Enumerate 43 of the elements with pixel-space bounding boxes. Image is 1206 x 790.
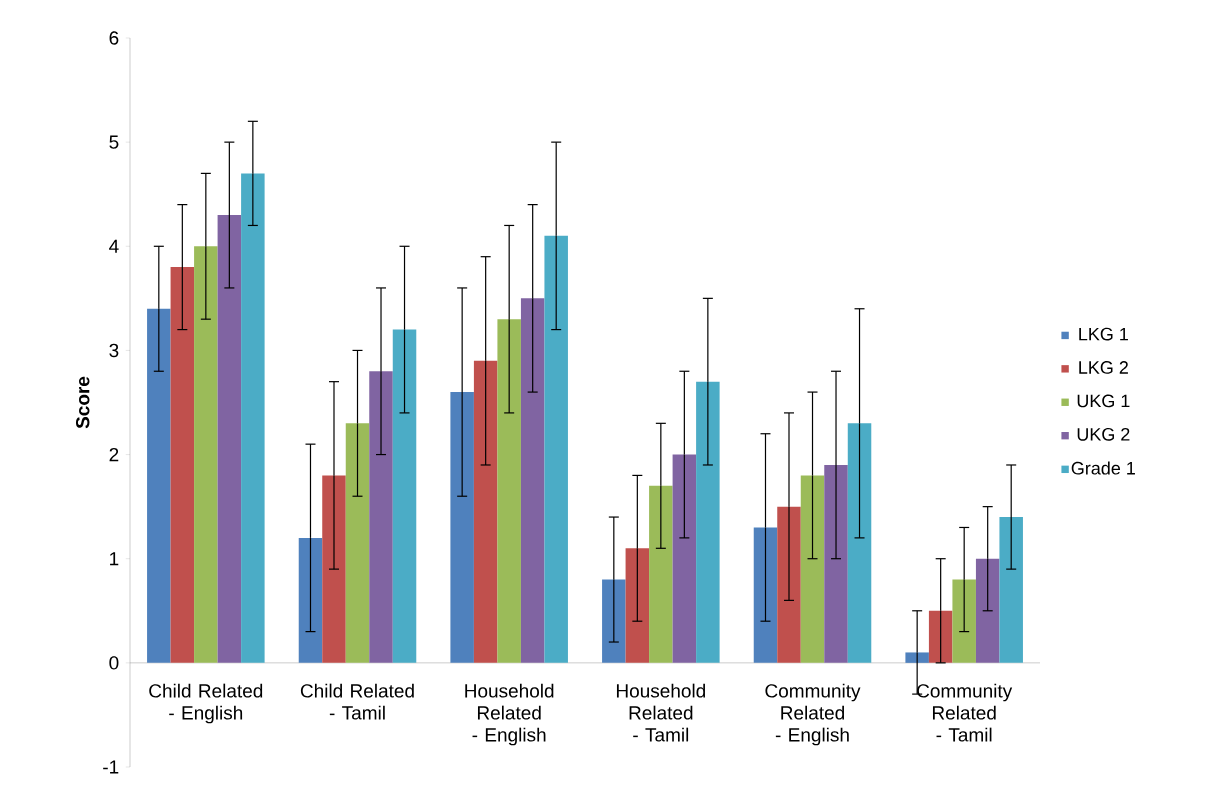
- bar: [544, 235, 568, 663]
- bar: [369, 371, 393, 663]
- bar: [170, 267, 195, 663]
- y-tick-label: 0: [109, 656, 119, 670]
- legend-label: UKG 2: [1077, 427, 1130, 441]
- bar: [217, 215, 242, 663]
- legend-label: UKG 1: [1077, 394, 1130, 408]
- x-tick-label: Community Related - Tamil: [917, 683, 1013, 742]
- bar: [497, 319, 521, 663]
- y-tick-label: 2: [109, 447, 119, 462]
- bar: [999, 517, 1023, 663]
- legend-label: LKG 1: [1079, 327, 1128, 341]
- legend-label: LKG 2: [1079, 361, 1128, 374]
- bar: [147, 308, 171, 663]
- x-tick-label: Household Related - Tamil: [616, 683, 706, 742]
- bar: [450, 392, 474, 663]
- bar: [975, 558, 1000, 663]
- bar: [696, 381, 720, 663]
- x-tick-label: Household Related - English: [465, 683, 554, 746]
- bar: [345, 423, 370, 663]
- bar: [649, 485, 673, 663]
- bar: [672, 454, 697, 663]
- x-tick-label: Child Related - English: [149, 683, 263, 724]
- x-tick-label: Community Related - English: [765, 683, 861, 746]
- bar: [194, 246, 218, 663]
- bar: [847, 423, 872, 663]
- bar: [520, 298, 545, 663]
- y-tick-label: 3: [109, 343, 119, 358]
- bar: [824, 464, 848, 663]
- bar: [473, 360, 498, 663]
- legend-label: Grade 1: [1071, 461, 1135, 475]
- bar: [392, 329, 417, 663]
- y-tick-label: 4: [109, 239, 119, 253]
- y-axis-title: Score: [75, 376, 90, 429]
- y-tick-label: 5: [109, 135, 119, 149]
- bar: [905, 652, 929, 663]
- bar: [800, 475, 825, 663]
- bar: [241, 173, 265, 663]
- bar: [322, 475, 346, 663]
- y-tick-label: 6: [109, 31, 119, 45]
- y-tick-label: 1: [110, 552, 119, 566]
- x-tick-label: Child Related - Tamil: [300, 683, 414, 720]
- y-tick-label: -1: [103, 760, 119, 774]
